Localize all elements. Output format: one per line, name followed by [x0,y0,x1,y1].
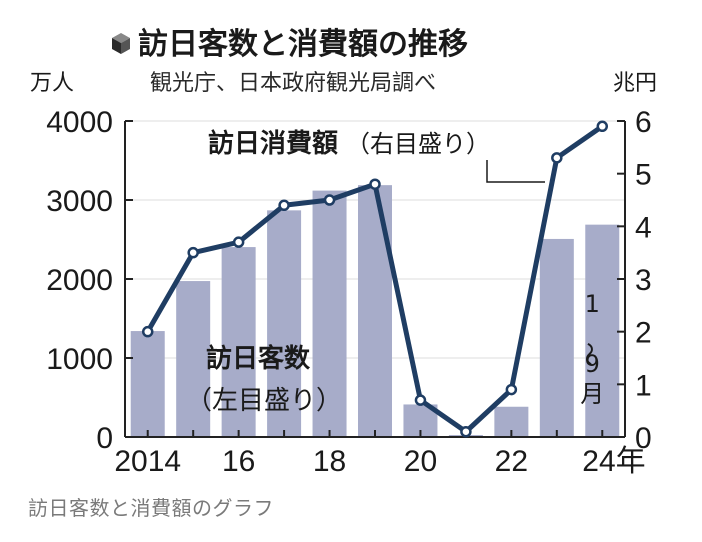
x-tick-label: 16 [222,445,255,478]
right-axis-unit: 兆円 [613,71,657,96]
visitor-bar [312,190,347,437]
visitor-bar [358,185,392,437]
consumption-point [369,178,381,190]
right-tick-label: 4 [635,211,652,244]
x-tick-label: 18 [313,445,346,478]
bar-series-name: 訪日客数 [206,343,311,374]
line-series-label: 訪日消費額 （右目盛り） [208,128,545,183]
line-series-axis-note: （右目盛り） [346,130,490,158]
period-note-char: 月 [580,380,604,408]
right-tick-label: 2 [635,317,652,350]
consumption-point [414,394,427,406]
right-tick-label: 0 [635,422,652,455]
x-tick-label: 24年 [582,445,645,478]
chart-title: 訪日客数と消費額の推移 [138,27,468,62]
consumption-point [187,246,199,259]
chart-source: 観光庁、日本政府観光局調べ [150,71,436,96]
chart: 訪日客数と消費額の推移 観光庁、日本政府観光局調べ 万人 兆円 01000200… [30,27,657,478]
cube-icon [112,33,130,54]
x-tick-label: 22 [495,445,528,478]
right-tick-label: 1 [635,369,652,402]
right-tick-label: 3 [635,264,652,297]
bar-series-label: 訪日客数 （左目盛り） [186,343,342,416]
visitor-bar [539,238,574,437]
visitor-bar [221,247,256,437]
left-tick-label: 4000 [46,106,113,139]
consumption-line [141,120,609,438]
right-tick-label: 5 [635,159,652,192]
left-tick-label: 3000 [46,185,113,218]
tick-labels: 0 1000 2000 3000 4000 0 1 2 3 4 5 6 2014 16 18 20 22 24年 [46,106,651,478]
x-tick-label: 20 [404,445,437,478]
left-tick-label: 2000 [46,264,113,297]
consumption-point [232,236,245,248]
bars [130,185,620,437]
visitor-bar [130,331,165,437]
consumption-point [460,425,472,438]
left-axis-unit: 万人 [30,71,74,96]
consumption-point [505,383,518,396]
visitor-bar [267,210,302,437]
consumption-point [141,325,154,338]
right-tick-label: 6 [635,106,652,139]
visitor-bar [176,281,211,437]
line-series-name: 訪日消費額 [208,128,338,159]
last-bar-period-note: 1 〜9 月 [574,290,604,408]
line-label-leader [486,160,545,183]
period-note-char: 1 [585,290,600,318]
left-tick-label: 0 [96,422,113,455]
visitor-bar [585,224,620,437]
bar-series-axis-note: （左目盛り） [186,386,342,416]
consumption-point [551,152,563,164]
title-group: 訪日客数と消費額の推移 観光庁、日本政府観光局調べ [112,27,468,96]
left-tick-label: 1000 [46,343,113,376]
consumption-point [323,194,336,206]
axes [124,120,626,438]
x-tick-label: 2014 [114,445,181,478]
period-note-char: 9 [585,350,600,378]
consumption-point [278,199,290,212]
consumption-point [596,120,609,133]
image-caption: 訪日客数と消費額のグラフ [28,496,274,520]
period-note-char: 〜 [574,342,602,366]
